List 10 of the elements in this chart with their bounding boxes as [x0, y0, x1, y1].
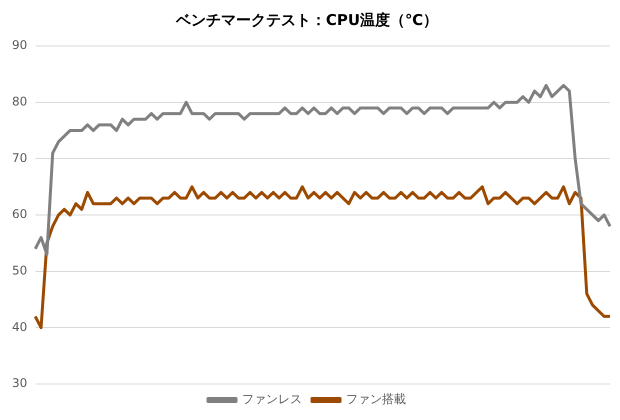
- y-tick-label: 40: [12, 320, 28, 334]
- legend-label: ファン搭載: [346, 392, 406, 406]
- y-tick-label: 30: [12, 376, 28, 390]
- y-tick-label: 60: [12, 207, 28, 222]
- legend-label: ファンレス: [242, 392, 302, 406]
- y-tick-label: 70: [12, 150, 28, 165]
- chart-title: ベンチマークテスト：CPU温度（℃）: [174, 10, 438, 29]
- y-tick-label: 50: [12, 263, 28, 278]
- y-tick-label: 80: [12, 94, 28, 108]
- y-tick-label: 90: [12, 38, 28, 52]
